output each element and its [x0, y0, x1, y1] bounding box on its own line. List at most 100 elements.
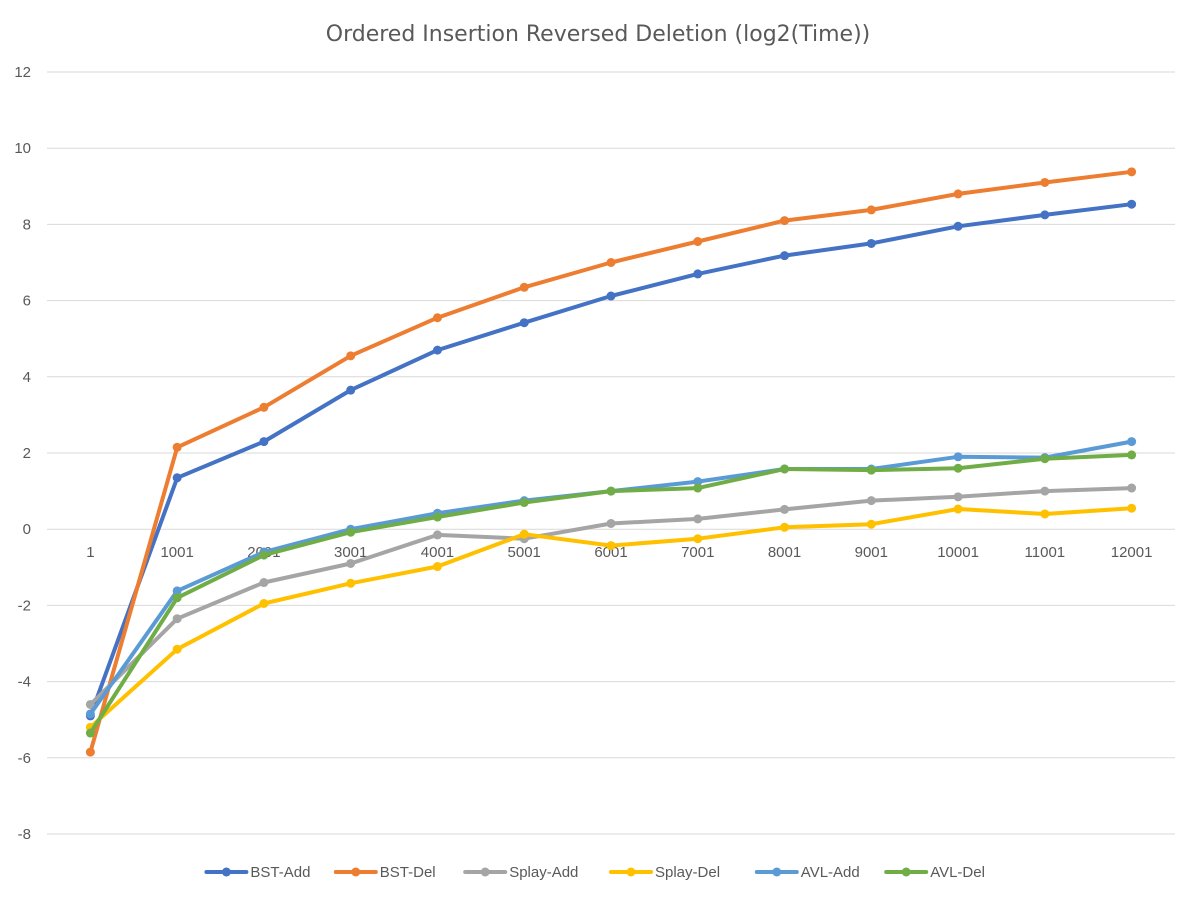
x-tick-label: 12001 — [1111, 544, 1153, 561]
data-point — [1127, 199, 1137, 209]
data-point — [346, 558, 356, 568]
legend-marker — [626, 867, 636, 877]
x-tick-label: 4001 — [421, 544, 454, 561]
data-point — [1127, 437, 1137, 447]
x-tick-label: 11001 — [1025, 544, 1066, 561]
series-avl-del — [85, 450, 1137, 738]
data-point — [519, 498, 529, 508]
data-point — [866, 465, 876, 475]
data-point — [866, 519, 876, 529]
chart-title: Ordered Insertion Reversed Deletion (log… — [326, 22, 871, 47]
data-point — [953, 492, 963, 502]
y-tick-label: 6 — [23, 293, 31, 310]
data-point — [1040, 177, 1050, 187]
data-point — [1040, 486, 1050, 496]
y-tick-label: -4 — [18, 674, 31, 691]
data-point — [780, 504, 790, 514]
data-point — [1040, 210, 1050, 220]
data-point — [1040, 454, 1050, 464]
data-point — [606, 291, 616, 301]
legend-label: AVL-Del — [930, 864, 985, 881]
data-point — [85, 747, 95, 757]
y-tick-label: 4 — [23, 369, 31, 386]
x-tick-label: 7001 — [681, 544, 714, 561]
data-point — [693, 514, 703, 524]
data-point — [1127, 450, 1137, 460]
series-splay-add — [85, 483, 1137, 709]
series-line — [88, 202, 1134, 718]
series-avl-add — [85, 437, 1137, 719]
series-bst-del — [85, 167, 1137, 757]
data-point — [693, 534, 703, 544]
x-tick-label: 10001 — [937, 544, 979, 561]
legend-marker — [221, 867, 231, 877]
data-point — [432, 313, 442, 323]
legend-label: BST-Add — [250, 864, 310, 881]
x-tick-label: 8001 — [768, 544, 801, 561]
legend-marker — [901, 867, 911, 877]
data-point — [953, 504, 963, 514]
data-point — [172, 593, 182, 603]
legend-label: Splay-Del — [655, 864, 720, 881]
data-point — [172, 644, 182, 654]
data-point — [172, 473, 182, 483]
data-point — [606, 541, 616, 551]
data-point — [953, 452, 963, 462]
data-point — [693, 477, 703, 487]
data-point — [780, 522, 790, 532]
y-tick-label: 10 — [14, 140, 31, 157]
data-point — [953, 221, 963, 231]
data-point — [259, 402, 269, 412]
data-point — [953, 463, 963, 473]
data-point — [866, 496, 876, 506]
legend-item: AVL-Add — [754, 864, 860, 881]
series-splay-del — [85, 503, 1137, 732]
series-lines — [85, 167, 1137, 757]
legend-item: BST-Del — [333, 864, 436, 881]
legend-item: AVL-Del — [884, 864, 985, 881]
data-point — [172, 586, 182, 596]
legend-label: Splay-Add — [509, 864, 578, 881]
data-point — [1127, 503, 1137, 513]
data-point — [606, 518, 616, 528]
x-tick-label: 3001 — [334, 544, 367, 561]
y-tick-label: -2 — [18, 597, 31, 614]
data-point — [259, 550, 269, 560]
data-point — [606, 258, 616, 267]
series-bst-add — [85, 199, 1137, 721]
y-tick-label: 2 — [23, 445, 31, 462]
y-tick-label: -6 — [18, 750, 31, 767]
legend-label: AVL-Add — [801, 864, 860, 881]
data-point — [346, 527, 356, 537]
legend-item: Splay-Add — [463, 864, 578, 881]
series-line — [88, 439, 1134, 716]
x-tick-label: 6001 — [594, 544, 627, 561]
data-point — [780, 251, 790, 261]
data-point — [519, 282, 529, 292]
data-point — [1040, 509, 1050, 519]
data-point — [866, 238, 876, 248]
data-point — [693, 483, 703, 493]
data-point — [346, 578, 356, 588]
data-point — [432, 345, 442, 355]
series-line — [88, 506, 1134, 730]
data-point — [346, 351, 356, 361]
data-point — [432, 530, 442, 540]
data-point — [693, 269, 703, 279]
y-tick-label: 0 — [23, 521, 31, 538]
legend: BST-Add BST-Del Splay-Add Splay-Del AVL-Add A… — [204, 864, 985, 881]
data-point — [519, 318, 529, 328]
data-point — [606, 486, 616, 496]
x-tick-label: 5001 — [508, 544, 541, 561]
x-tick-label: 9001 — [855, 544, 888, 561]
data-point — [259, 598, 269, 608]
y-tick-label: 8 — [23, 216, 31, 233]
data-point — [432, 562, 442, 572]
data-point — [172, 442, 182, 452]
legend-label: BST-Del — [380, 864, 436, 881]
data-point — [85, 728, 95, 738]
y-tick-label: -8 — [18, 826, 31, 843]
data-point — [693, 237, 703, 247]
